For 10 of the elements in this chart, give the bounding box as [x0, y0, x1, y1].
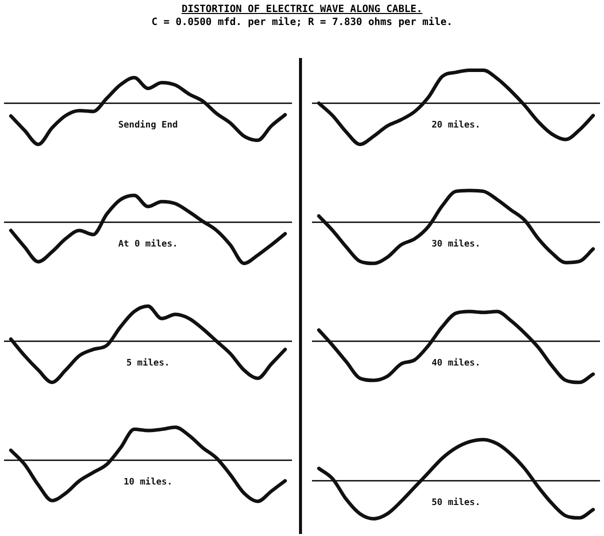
annotation: 10 miles.: [124, 476, 172, 488]
annotation: 40 miles.: [432, 358, 480, 369]
chart-title: DISTORTION OF ELECTRIC WAVE ALONG CABLE.: [180, 4, 424, 15]
chart-subtitle: C = 0.0500 mfd. per mile; R = 7.830 ohms per mile.: [150, 17, 454, 28]
annotation: Sending End: [118, 120, 178, 131]
annotation: 30 miles.: [432, 238, 480, 250]
annotation: 20 miles.: [432, 120, 480, 131]
annotation: At 0 miles.: [118, 238, 178, 250]
annotation: 50 miles.: [432, 497, 480, 508]
annotation: 5 miles.: [126, 358, 170, 369]
